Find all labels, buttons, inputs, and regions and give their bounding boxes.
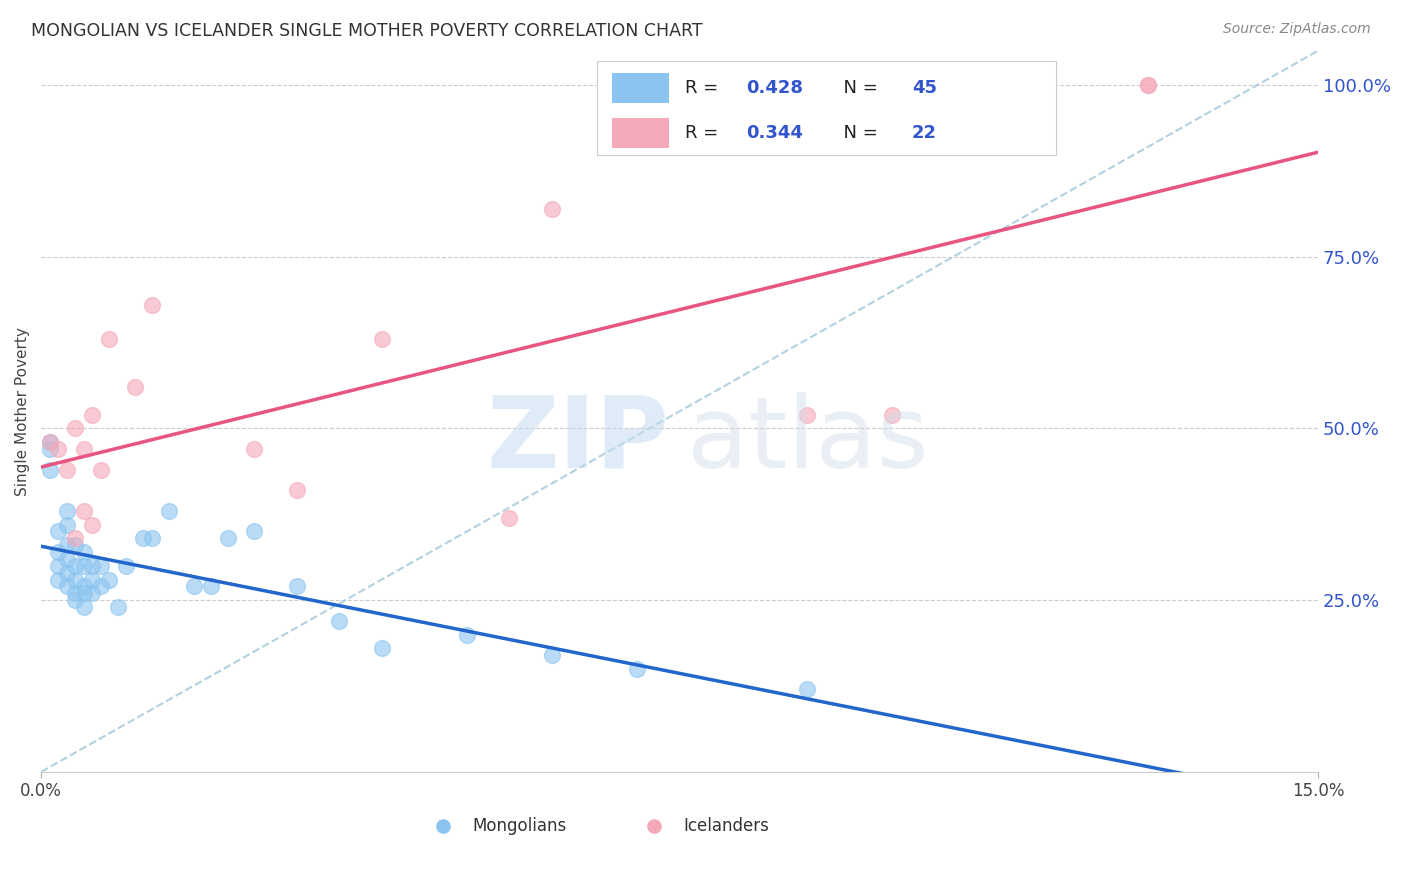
FancyBboxPatch shape [596, 62, 1056, 155]
FancyBboxPatch shape [612, 118, 669, 148]
Point [46, 524, 69, 539]
Point [498, 510, 520, 524]
Point [73, 558, 96, 573]
Point [63, 586, 86, 600]
Point [796, 682, 818, 697]
Point [63, 558, 86, 573]
Text: Source: ZipAtlas.com: Source: ZipAtlas.com [1223, 22, 1371, 37]
Point [82, 517, 104, 532]
Point [183, 579, 205, 593]
Point [38, 442, 60, 456]
Point [82, 558, 104, 573]
FancyBboxPatch shape [612, 72, 669, 103]
Point [55, 566, 77, 580]
Point [63, 538, 86, 552]
Point [46, 573, 69, 587]
Point [328, 614, 350, 628]
Point [90, 579, 112, 593]
Point [46, 442, 69, 456]
Point [370, 641, 392, 656]
Point [55, 579, 77, 593]
Point [55, 552, 77, 566]
Point [73, 600, 96, 615]
Point [55, 463, 77, 477]
Point [38, 435, 60, 450]
Point [90, 558, 112, 573]
Text: R =: R = [685, 124, 724, 142]
Text: Icelanders: Icelanders [683, 817, 769, 835]
Point [55, 504, 77, 518]
Point [285, 483, 308, 498]
Point [1136, 78, 1159, 92]
Point [882, 408, 904, 422]
Point [38, 463, 60, 477]
Point [63, 573, 86, 587]
Text: 22: 22 [912, 124, 936, 142]
Point [541, 202, 564, 216]
Point [243, 442, 266, 456]
Text: Mongolians: Mongolians [472, 817, 567, 835]
Point [46, 545, 69, 559]
Text: ZIP: ZIP [486, 392, 669, 489]
Point [370, 332, 392, 346]
Point [73, 504, 96, 518]
Point [107, 600, 129, 615]
Text: 45: 45 [912, 78, 936, 96]
Point [626, 662, 648, 676]
Y-axis label: Single Mother Poverty: Single Mother Poverty [15, 326, 30, 496]
Point [141, 298, 163, 312]
Point [456, 627, 478, 641]
Text: R =: R = [685, 78, 724, 96]
Text: N =: N = [831, 78, 883, 96]
Point [63, 421, 86, 435]
Point [63, 532, 86, 546]
Point [243, 524, 266, 539]
Point [63, 593, 86, 607]
Point [541, 648, 564, 662]
Point [82, 573, 104, 587]
Text: 0.428: 0.428 [747, 78, 803, 96]
Text: atlas: atlas [686, 392, 928, 489]
Point [115, 558, 138, 573]
Point [200, 579, 222, 593]
Point [217, 532, 239, 546]
Point [98, 573, 121, 587]
Point [141, 532, 163, 546]
Text: N =: N = [831, 124, 883, 142]
Point [38, 435, 60, 450]
Point [55, 517, 77, 532]
Text: MONGOLIAN VS ICELANDER SINGLE MOTHER POVERTY CORRELATION CHART: MONGOLIAN VS ICELANDER SINGLE MOTHER POV… [31, 22, 703, 40]
Point [73, 579, 96, 593]
Point [73, 545, 96, 559]
Point [124, 380, 146, 394]
Point [90, 463, 112, 477]
Text: 0.344: 0.344 [747, 124, 803, 142]
Point [1136, 78, 1159, 92]
Point [285, 579, 308, 593]
Point [82, 586, 104, 600]
Point [796, 408, 818, 422]
Point [132, 532, 155, 546]
Point [46, 558, 69, 573]
Point [82, 408, 104, 422]
Point [73, 586, 96, 600]
Point [98, 332, 121, 346]
Point [55, 538, 77, 552]
Point [73, 442, 96, 456]
Point [157, 504, 180, 518]
